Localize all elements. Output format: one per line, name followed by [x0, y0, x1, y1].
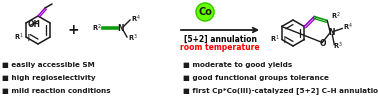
- Text: [5+2] annulation: [5+2] annulation: [183, 35, 257, 44]
- Circle shape: [196, 3, 214, 21]
- Text: ║: ║: [283, 36, 287, 43]
- Text: R$^1$: R$^1$: [14, 31, 24, 43]
- Text: ║: ║: [27, 33, 31, 41]
- Text: R$^2$: R$^2$: [92, 22, 102, 34]
- Text: ■ good functional groups tolerance: ■ good functional groups tolerance: [183, 75, 329, 81]
- Text: ■ first Cp*Co(III)-catalyzed [5+2] C–H annulation: ■ first Cp*Co(III)-catalyzed [5+2] C–H a…: [183, 88, 378, 94]
- Text: ■ mild reaction conditions: ■ mild reaction conditions: [2, 88, 111, 94]
- Text: R$^3$: R$^3$: [333, 41, 343, 52]
- Text: N: N: [328, 28, 335, 37]
- Text: ■ moderate to good yields: ■ moderate to good yields: [183, 62, 292, 68]
- Text: R$^1$: R$^1$: [270, 34, 280, 45]
- Text: O: O: [320, 39, 327, 48]
- Text: R$^4$: R$^4$: [343, 22, 353, 33]
- Text: ■ high regioselectivity: ■ high regioselectivity: [2, 75, 96, 81]
- Text: +: +: [67, 23, 79, 37]
- Text: R$^2$: R$^2$: [331, 11, 341, 22]
- Text: room temperature: room temperature: [180, 43, 260, 52]
- Text: R$^4$: R$^4$: [131, 13, 141, 25]
- Text: R$^3$: R$^3$: [128, 32, 138, 44]
- Text: Co: Co: [198, 7, 212, 17]
- Text: N: N: [118, 24, 124, 33]
- Text: ■ easily accessible SM: ■ easily accessible SM: [2, 62, 95, 68]
- Text: OH: OH: [28, 20, 41, 29]
